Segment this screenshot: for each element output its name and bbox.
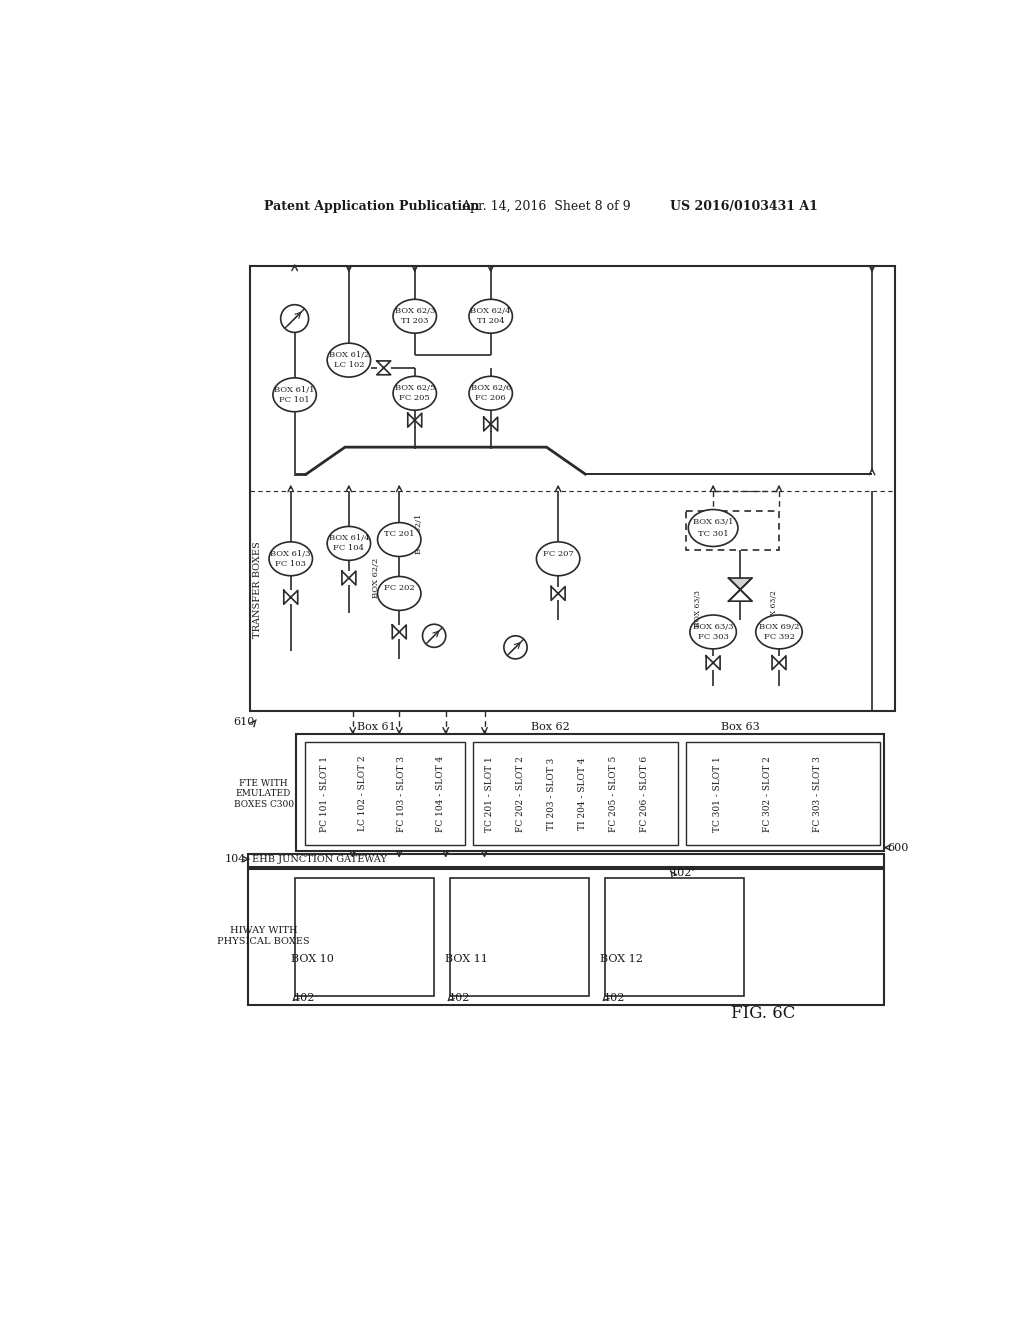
Text: BOX 61/1: BOX 61/1 <box>274 385 314 393</box>
Ellipse shape <box>690 615 736 649</box>
Text: Patent Application Publication: Patent Application Publication <box>263 199 479 213</box>
Circle shape <box>504 636 527 659</box>
Ellipse shape <box>688 510 738 546</box>
Ellipse shape <box>328 527 371 561</box>
Text: TC 301 - SLOT 1: TC 301 - SLOT 1 <box>713 756 722 832</box>
Text: BOX 62/1: BOX 62/1 <box>415 513 423 553</box>
Text: TC 301: TC 301 <box>697 529 728 537</box>
Text: FIG. 6C: FIG. 6C <box>731 1005 796 1022</box>
Text: BOX 69/2: BOX 69/2 <box>759 623 799 631</box>
Ellipse shape <box>756 615 802 649</box>
Text: BOX 62/2: BOX 62/2 <box>372 558 380 598</box>
Text: BOX 61/4: BOX 61/4 <box>329 535 370 543</box>
Text: 102: 102 <box>294 993 315 1003</box>
Text: BOX 61/3: BOX 61/3 <box>270 549 311 558</box>
Polygon shape <box>729 590 752 601</box>
Text: FC 303: FC 303 <box>697 634 728 642</box>
Ellipse shape <box>469 300 512 333</box>
Text: BOX 62/3: BOX 62/3 <box>394 308 435 315</box>
Text: 610: 610 <box>232 717 254 727</box>
Circle shape <box>281 305 308 333</box>
Text: Box 61: Box 61 <box>356 722 395 731</box>
Text: BOX 12: BOX 12 <box>600 954 643 964</box>
Text: FC 206 - SLOT 6: FC 206 - SLOT 6 <box>640 755 649 832</box>
Polygon shape <box>729 578 752 590</box>
Bar <box>295 878 434 997</box>
Text: 102: 102 <box>449 993 470 1003</box>
Text: TI 203: TI 203 <box>401 317 428 325</box>
Text: 102': 102' <box>671 869 695 878</box>
Text: BOX 63/1: BOX 63/1 <box>693 519 733 527</box>
Text: TC 201 - SLOT 1: TC 201 - SLOT 1 <box>485 756 495 832</box>
Text: FC 202: FC 202 <box>384 585 415 593</box>
Text: US 2016/0103431 A1: US 2016/0103431 A1 <box>670 199 818 213</box>
Text: BOX 62/6: BOX 62/6 <box>471 384 511 392</box>
Text: BOX 61/2: BOX 61/2 <box>329 351 369 359</box>
Text: FC 205: FC 205 <box>399 395 430 403</box>
Text: PC 101 - SLOT 1: PC 101 - SLOT 1 <box>319 755 329 832</box>
Text: BOX 63/3: BOX 63/3 <box>693 590 701 627</box>
Bar <box>686 742 880 845</box>
Bar <box>248 869 884 1006</box>
Polygon shape <box>306 447 586 474</box>
Text: BOX 10: BOX 10 <box>291 954 334 964</box>
Ellipse shape <box>393 300 436 333</box>
Text: TI 203 - SLOT 3: TI 203 - SLOT 3 <box>548 758 556 830</box>
Text: LC 102: LC 102 <box>334 362 365 370</box>
Bar <box>604 878 744 997</box>
Text: FC 103 - SLOT 3: FC 103 - SLOT 3 <box>397 755 407 832</box>
Text: BOX 11: BOX 11 <box>445 954 488 964</box>
Text: Box 62: Box 62 <box>531 722 569 731</box>
Bar <box>305 742 465 845</box>
Ellipse shape <box>393 376 436 411</box>
Ellipse shape <box>328 343 371 378</box>
Text: TI 204: TI 204 <box>477 317 505 325</box>
Text: BOX 63/3: BOX 63/3 <box>693 623 733 631</box>
Text: TRANSFER BOXES: TRANSFER BOXES <box>253 541 262 638</box>
Ellipse shape <box>273 378 316 412</box>
Text: 102: 102 <box>604 993 626 1003</box>
Ellipse shape <box>269 543 312 576</box>
Text: BOX 62/5: BOX 62/5 <box>394 384 435 392</box>
Bar <box>248 854 884 867</box>
Bar <box>473 742 678 845</box>
Text: Apr. 14, 2016  Sheet 8 of 9: Apr. 14, 2016 Sheet 8 of 9 <box>461 199 631 213</box>
Text: LC 102 - SLOT 2: LC 102 - SLOT 2 <box>358 756 368 832</box>
Text: FC 202 - SLOT 2: FC 202 - SLOT 2 <box>516 756 525 832</box>
Text: FC 392: FC 392 <box>764 634 795 642</box>
Text: FC 302 - SLOT 2: FC 302 - SLOT 2 <box>763 756 772 832</box>
Bar <box>450 878 589 997</box>
Bar <box>686 511 779 549</box>
Text: FC 104 - SLOT 4: FC 104 - SLOT 4 <box>436 755 444 832</box>
Text: FC 206: FC 206 <box>475 395 506 403</box>
Text: TC 201: TC 201 <box>384 531 415 539</box>
Text: BOX 62/4: BOX 62/4 <box>470 308 511 315</box>
Ellipse shape <box>378 577 421 610</box>
Bar <box>250 267 895 711</box>
Text: BOX 63/2: BOX 63/2 <box>770 590 777 627</box>
Ellipse shape <box>537 543 580 576</box>
Text: PC 101: PC 101 <box>280 396 310 404</box>
Text: FC 104: FC 104 <box>334 544 365 553</box>
Text: FC 303 - SLOT 3: FC 303 - SLOT 3 <box>813 756 822 832</box>
Text: HIWAY WITH
PHYSICAL BOXES: HIWAY WITH PHYSICAL BOXES <box>217 927 310 946</box>
Text: EHB JUNCTION GATEWAY: EHB JUNCTION GATEWAY <box>252 855 387 865</box>
Text: 104: 104 <box>224 854 246 865</box>
Text: 600: 600 <box>888 842 909 853</box>
Text: FC 103: FC 103 <box>275 560 306 568</box>
Text: FTE WITH
EMULATED
BOXES C300: FTE WITH EMULATED BOXES C300 <box>233 779 294 809</box>
Ellipse shape <box>469 376 512 411</box>
Text: TI 204 - SLOT 4: TI 204 - SLOT 4 <box>579 758 588 830</box>
Circle shape <box>423 624 445 647</box>
Text: FC 205 - SLOT 5: FC 205 - SLOT 5 <box>609 755 618 832</box>
Bar <box>296 734 884 851</box>
Ellipse shape <box>378 523 421 557</box>
Text: Box 63: Box 63 <box>721 722 760 731</box>
Text: FC 207: FC 207 <box>543 549 573 558</box>
